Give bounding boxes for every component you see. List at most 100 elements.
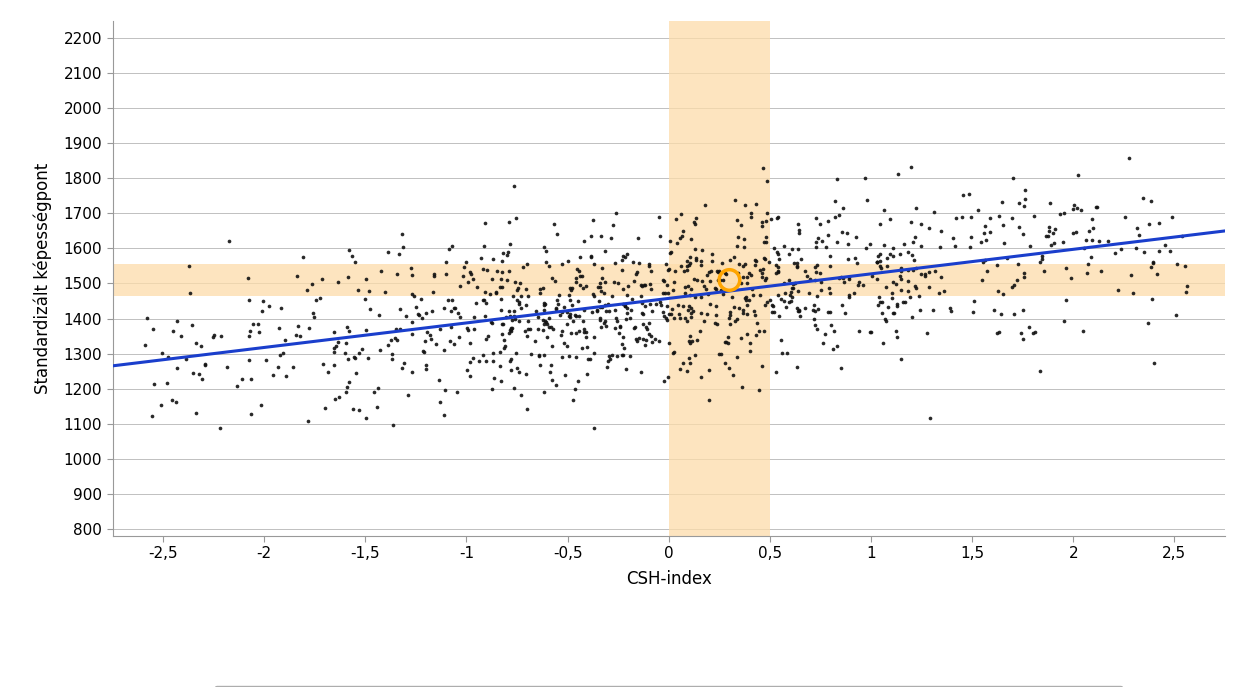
Point <box>1071 204 1091 215</box>
Point <box>831 300 851 311</box>
Point <box>590 296 610 307</box>
Point <box>741 208 761 219</box>
Point <box>838 254 858 264</box>
Point <box>884 251 904 262</box>
Point <box>649 212 669 223</box>
Point <box>651 300 671 311</box>
Point <box>491 267 511 278</box>
Point <box>364 387 384 398</box>
Point <box>739 267 759 278</box>
Point <box>659 263 679 274</box>
Point <box>616 290 636 301</box>
Point <box>889 169 909 180</box>
Point <box>242 319 262 330</box>
Point <box>960 232 980 243</box>
Point <box>241 409 261 420</box>
Point <box>294 251 314 262</box>
Point <box>454 262 474 273</box>
Point <box>696 284 716 295</box>
Point <box>656 258 676 269</box>
Point <box>210 422 230 433</box>
Point <box>594 287 614 298</box>
Point <box>782 282 802 293</box>
Point <box>499 306 519 317</box>
Point <box>449 308 469 319</box>
Point <box>501 326 521 337</box>
Point <box>304 307 324 318</box>
Point <box>509 315 529 326</box>
Point <box>253 305 272 316</box>
Point <box>766 367 786 378</box>
Point <box>718 331 738 342</box>
Point <box>728 313 748 324</box>
Point <box>665 265 685 276</box>
Point <box>682 305 702 316</box>
Point <box>715 268 735 279</box>
Point <box>540 367 560 378</box>
Point <box>591 302 611 313</box>
Point <box>324 343 344 354</box>
Point <box>1024 210 1044 221</box>
Point <box>699 394 719 405</box>
Point <box>1082 214 1102 225</box>
Point <box>480 289 500 300</box>
Point <box>570 326 590 337</box>
Point <box>661 303 681 314</box>
Point <box>638 323 658 334</box>
Point <box>872 297 892 308</box>
Point <box>569 265 589 276</box>
Point <box>469 356 489 367</box>
Point <box>436 257 456 268</box>
Point <box>1038 230 1058 241</box>
Point <box>632 297 652 308</box>
Point <box>430 396 450 407</box>
Point <box>752 271 772 282</box>
Point <box>818 229 838 240</box>
Point <box>725 315 745 326</box>
Point <box>588 282 608 293</box>
Point <box>482 273 502 284</box>
Point <box>878 302 898 313</box>
Point <box>482 254 502 265</box>
Point <box>601 233 621 244</box>
Point <box>839 271 859 282</box>
Point <box>561 284 581 295</box>
Point <box>1003 282 1022 293</box>
Point <box>375 286 395 297</box>
Point <box>712 258 732 269</box>
Point <box>500 355 520 366</box>
Point <box>569 311 589 322</box>
Point <box>768 267 788 278</box>
Point <box>456 364 476 375</box>
Point <box>511 390 531 401</box>
Point <box>511 302 531 313</box>
Point <box>166 396 186 407</box>
Point <box>494 335 514 346</box>
Point <box>640 298 660 309</box>
Point <box>752 264 772 275</box>
Point <box>691 291 711 302</box>
Point <box>605 304 625 315</box>
Point <box>992 196 1012 207</box>
Point <box>655 288 675 299</box>
Point <box>635 280 655 291</box>
Y-axis label: Standardizált képességpont: Standardizált képességpont <box>34 163 52 394</box>
Point <box>722 369 742 380</box>
Point <box>584 347 604 358</box>
Point <box>590 302 610 313</box>
Point <box>759 257 779 268</box>
Point <box>888 300 908 311</box>
Point <box>592 262 612 273</box>
Point <box>959 188 979 199</box>
Point <box>720 306 740 317</box>
Point <box>558 256 578 267</box>
Point <box>516 299 536 310</box>
Point <box>746 330 766 341</box>
Point <box>898 265 918 276</box>
Point <box>720 275 740 286</box>
Point <box>411 293 431 304</box>
Point <box>641 284 661 295</box>
Point <box>736 292 756 303</box>
Point <box>849 326 869 337</box>
Point <box>518 403 538 414</box>
